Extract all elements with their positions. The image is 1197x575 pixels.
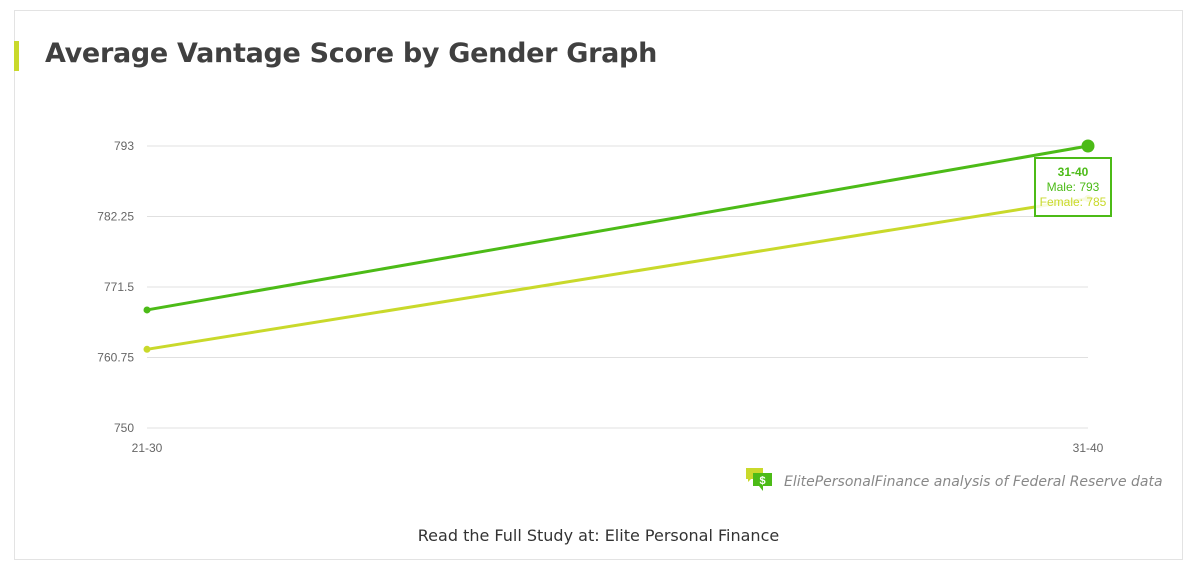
tooltip-female-value: Female: 785 xyxy=(1039,195,1107,209)
page-title: Average Vantage Score by Gender Graph xyxy=(45,38,657,69)
chart-series[interactable] xyxy=(143,139,1095,353)
footer-link[interactable]: Read the Full Study at: Elite Personal F… xyxy=(417,526,780,545)
data-point-male[interactable] xyxy=(143,306,151,314)
x-axis-ticks: 21-30 31-40 xyxy=(132,441,1104,455)
source-text: ElitePersonalFinance analysis of Federal… xyxy=(784,473,1163,490)
svg-text:750: 750 xyxy=(114,421,134,435)
svg-text:793: 793 xyxy=(114,139,134,153)
y-axis-ticks: 750 760.75 771.5 782.25 793 xyxy=(97,139,134,435)
svg-text:782.25: 782.25 xyxy=(97,210,134,224)
svg-text:771.5: 771.5 xyxy=(104,280,134,294)
chart-card xyxy=(14,10,1183,560)
chart-grid xyxy=(147,145,1088,429)
data-point-female[interactable] xyxy=(143,345,151,353)
svg-text:31-40: 31-40 xyxy=(1073,441,1104,455)
tooltip-male-value: Male: 793 xyxy=(1046,180,1100,194)
svg-text:760.75: 760.75 xyxy=(97,351,134,365)
chat-dollar-icon: $ xyxy=(746,466,774,497)
title-accent-bar xyxy=(14,41,19,71)
source-attribution: $ ElitePersonalFinance analysis of Feder… xyxy=(746,466,1163,497)
data-point-male[interactable] xyxy=(1081,139,1095,153)
tooltip-category: 31-40 xyxy=(1057,165,1089,179)
svg-text:21-30: 21-30 xyxy=(132,441,163,455)
chart-tooltip: 31-40 Male: 793 Female: 785 xyxy=(1034,157,1112,217)
svg-text:$: $ xyxy=(759,475,765,487)
